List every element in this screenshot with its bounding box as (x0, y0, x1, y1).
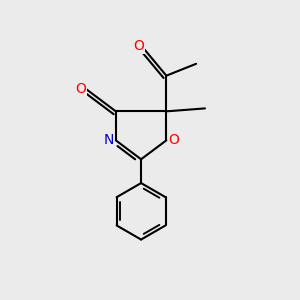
Text: O: O (168, 133, 179, 147)
Text: N: N (103, 133, 114, 147)
Text: O: O (133, 39, 144, 53)
Text: O: O (75, 82, 86, 96)
